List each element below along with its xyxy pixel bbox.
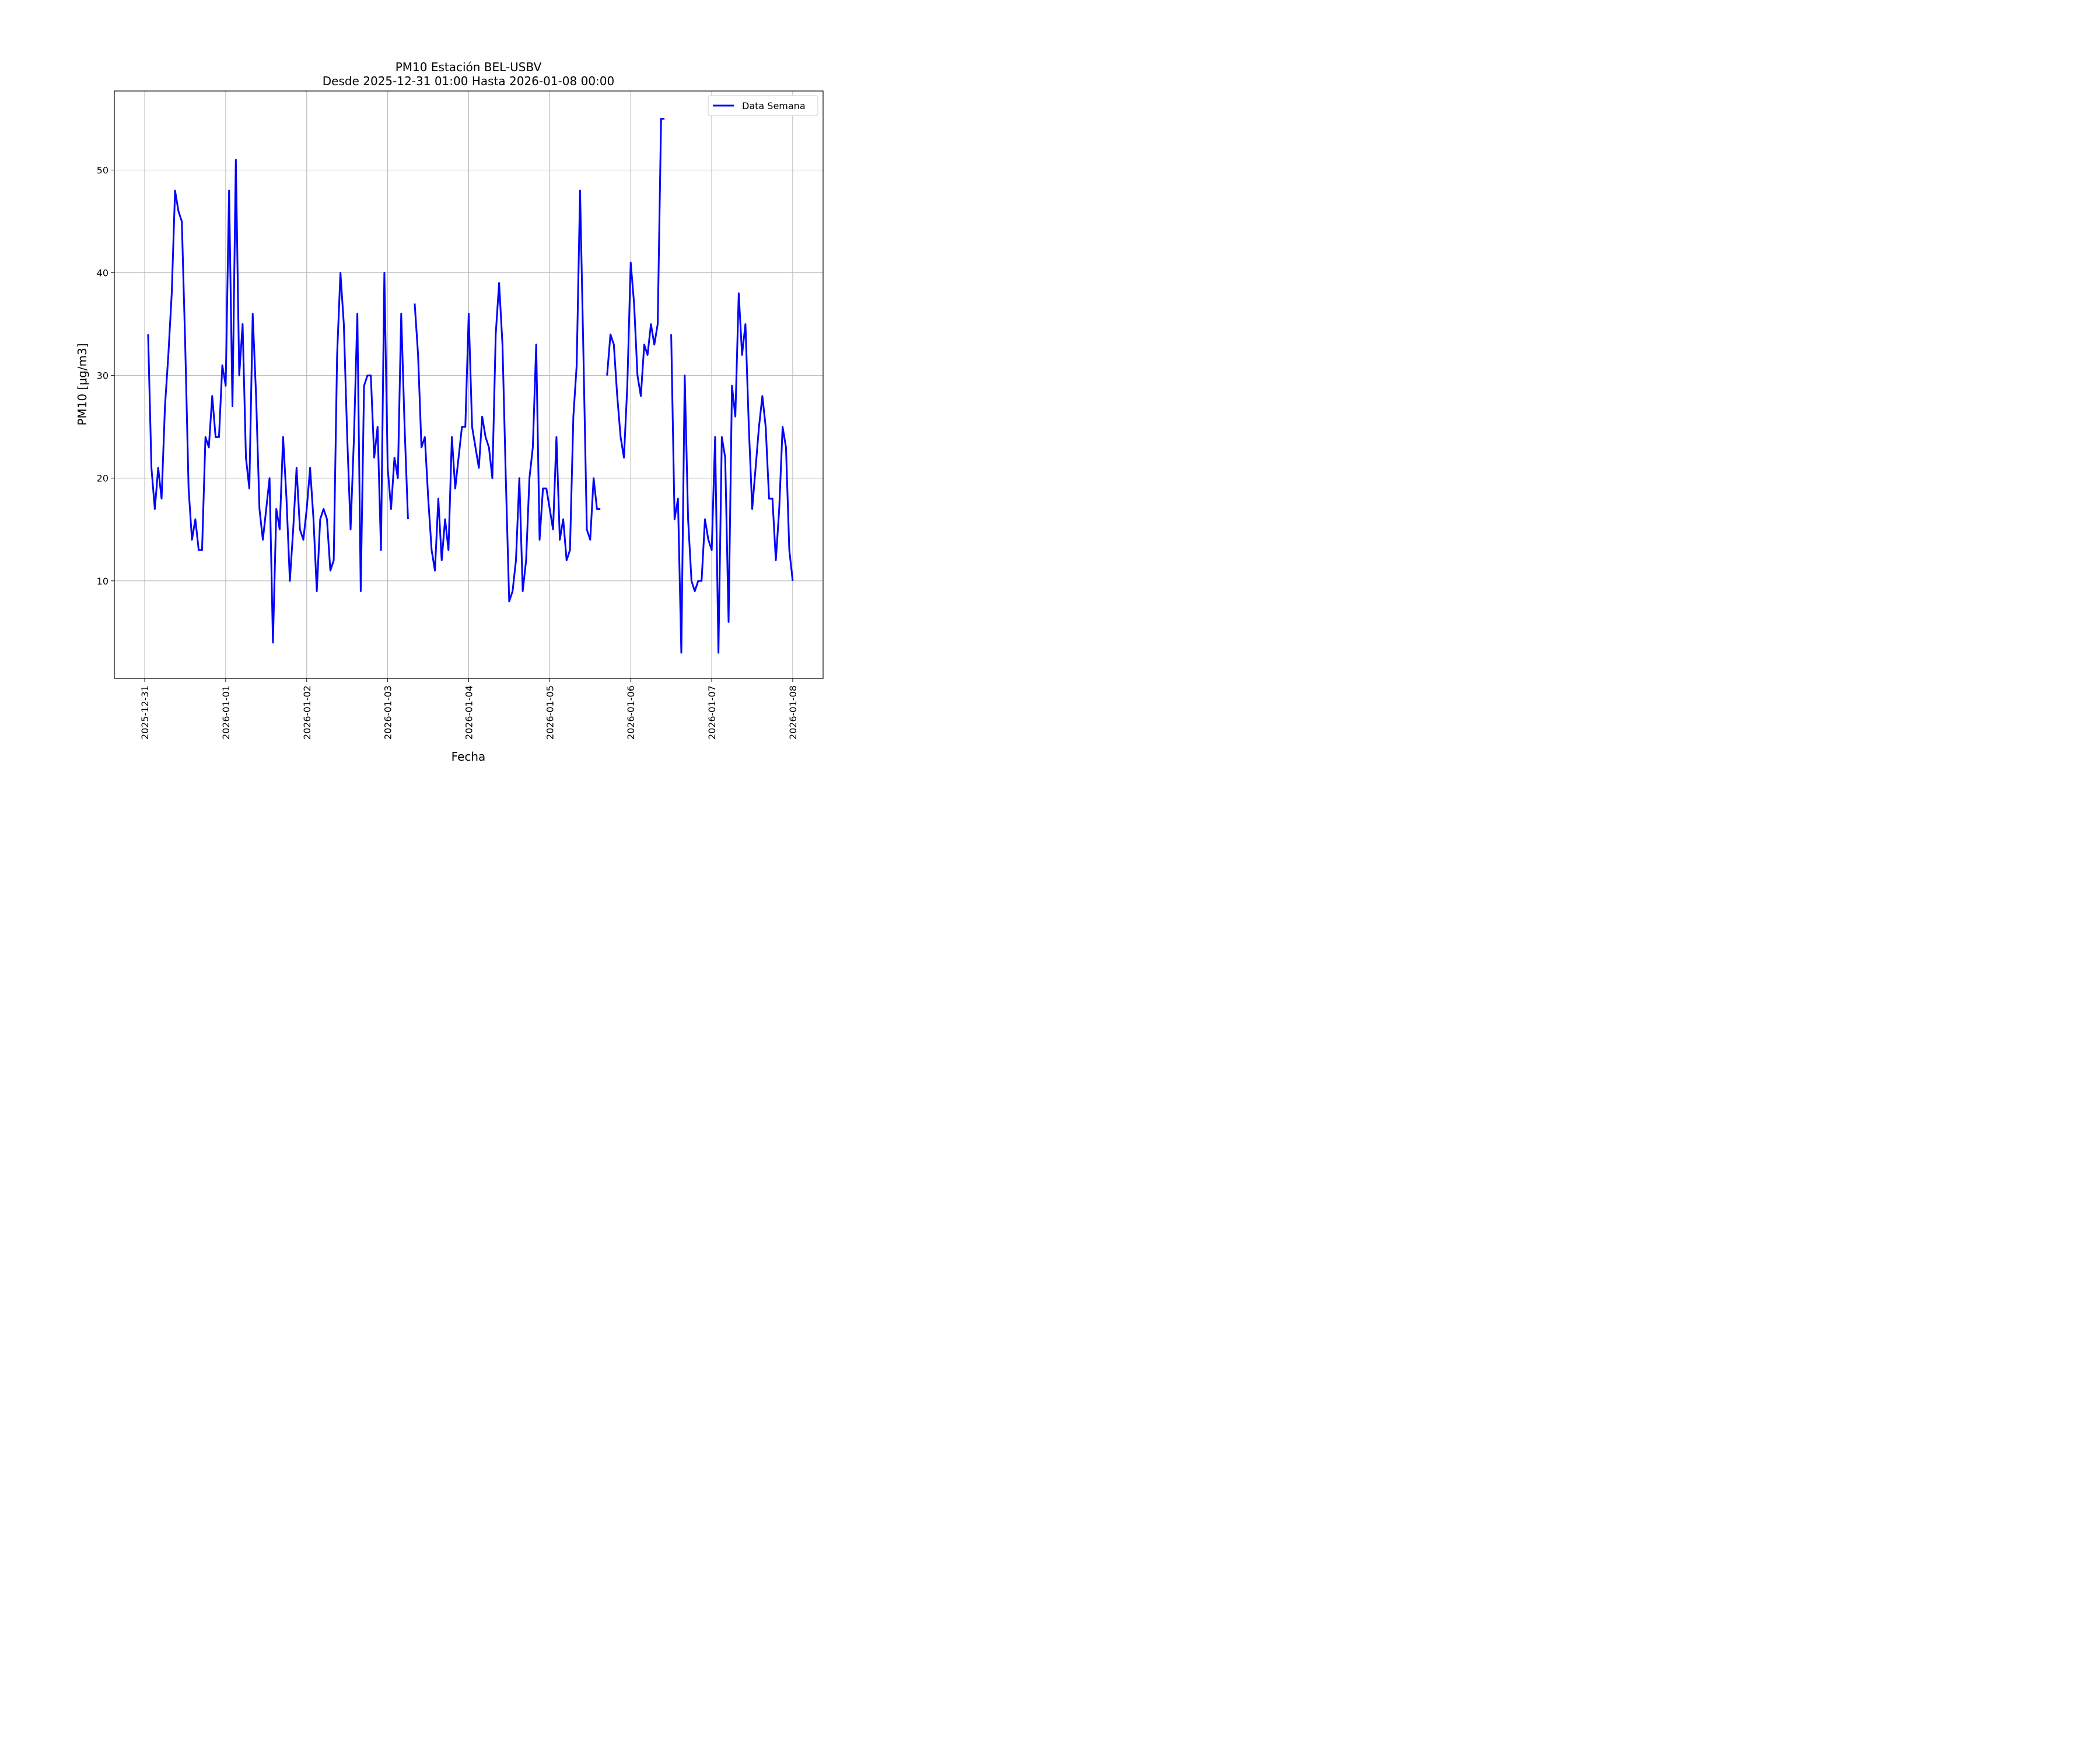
grid-lines [114,91,823,678]
legend-box [708,95,818,116]
x-tick-label: 2026-01-03 [383,685,394,740]
chart-subtitle: Desde 2025-12-31 01:00 Hasta 2026-01-08 … [323,74,614,88]
x-tick-label: 2026-01-06 [625,685,636,740]
chart-title: PM10 Estación BEL-USBV [396,60,542,74]
x-tick-label: 2026-01-07 [706,685,718,740]
y-tick-label: 20 [97,473,108,484]
series-line-segment [606,118,665,459]
pm10-line-chart: PM10 Estación BEL-USBV Desde 2025-12-31 … [0,0,901,765]
x-axis-label: Fecha [452,750,486,764]
data-series [147,118,794,654]
y-tick-label: 50 [97,165,108,176]
x-tick-label: 2026-01-08 [788,685,799,740]
y-axis-label: PM10 [μg/m3] [75,343,89,425]
plot-frame [114,90,824,679]
axis-ticks: 2025-12-31 2026-01-01 2026-01-02 2026-01-03… [97,165,799,740]
legend-label: Data Semana [742,100,806,111]
chart-background [0,0,901,765]
y-tick-label: 40 [97,268,108,279]
x-tick-label: 2026-01-02 [302,685,313,740]
legend: Data Semana [708,95,818,116]
y-tick-label: 10 [97,576,108,587]
x-tick-label: 2026-01-05 [544,685,555,740]
x-tick-label: 2026-01-04 [464,685,475,740]
x-tick-label: 2025-12-31 [139,685,150,740]
y-tick-label: 30 [97,370,108,382]
series-line-segment [670,292,794,654]
x-tick-label: 2026-01-01 [220,685,232,740]
series-line-segment [147,159,409,643]
series-line-segment [414,190,601,603]
